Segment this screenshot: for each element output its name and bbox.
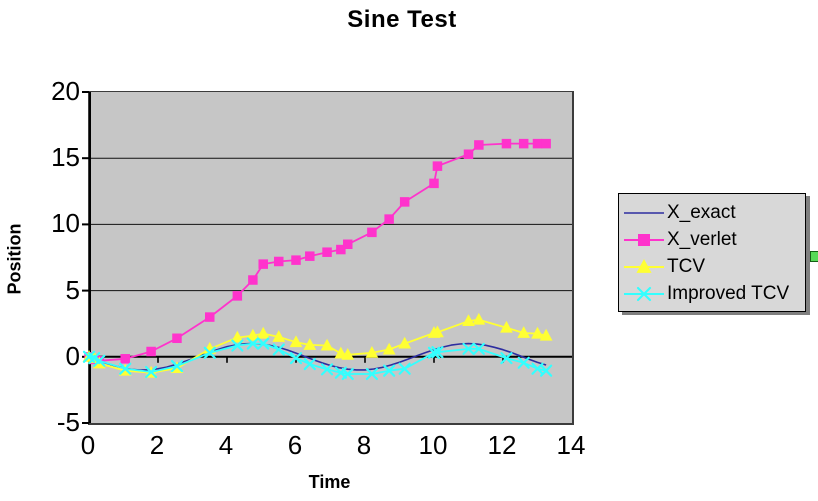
y-tick-label: 5 (65, 274, 80, 305)
legend-label-x-verlet: X_verlet (667, 228, 737, 250)
x-tick-label: 12 (487, 430, 517, 460)
legend-item-x-exact: X_exact (624, 199, 805, 226)
x-exact-legend-marker-icon (624, 211, 664, 214)
selection-handle[interactable] (810, 251, 818, 262)
series-x-exact (88, 342, 547, 371)
x-axis (89, 355, 572, 363)
y-tick-label: 15 (51, 142, 80, 173)
legend-item-tcv: TCV (624, 253, 805, 280)
series-x-verlet (84, 138, 551, 366)
legend-item-improved-tcv: Improved TCV (624, 280, 805, 307)
x-tick-label: 2 (149, 430, 165, 460)
plot-area (82, 91, 574, 425)
legend-label-x-exact: X_exact (667, 201, 736, 223)
x-verlet-legend-marker-icon (624, 233, 664, 246)
y-tick-label: 20 (51, 76, 80, 106)
x-tick-label: 8 (356, 430, 372, 460)
x-tick-label: 0 (80, 430, 96, 460)
legend-item-x-verlet: X_verlet (624, 226, 805, 253)
plot-svg (82, 91, 572, 424)
y-axis (82, 91, 91, 424)
tcv-legend-marker-icon (624, 258, 664, 273)
gridlines (89, 157, 572, 292)
legend: X_exact X_verlet TCV Improved TCV (618, 193, 806, 312)
x-axis-title: Time (308, 472, 351, 492)
y-tick-label: 10 (51, 208, 80, 239)
y-tick-label: -5 (56, 407, 80, 437)
legend-label-improved-tcv: Improved TCV (667, 282, 790, 304)
series-improved-tcv (82, 337, 553, 381)
legend-label-tcv: TCV (667, 255, 705, 277)
x-tick-label: 14 (556, 430, 586, 460)
x-tick-label: 4 (218, 430, 234, 460)
x-tick-label: 10 (418, 430, 448, 460)
y-tick-label: 0 (65, 340, 80, 371)
improved-tcv-legend-marker-icon (624, 286, 664, 301)
chart-title: Sine Test (347, 6, 457, 33)
x-tick-label: 6 (287, 430, 303, 460)
